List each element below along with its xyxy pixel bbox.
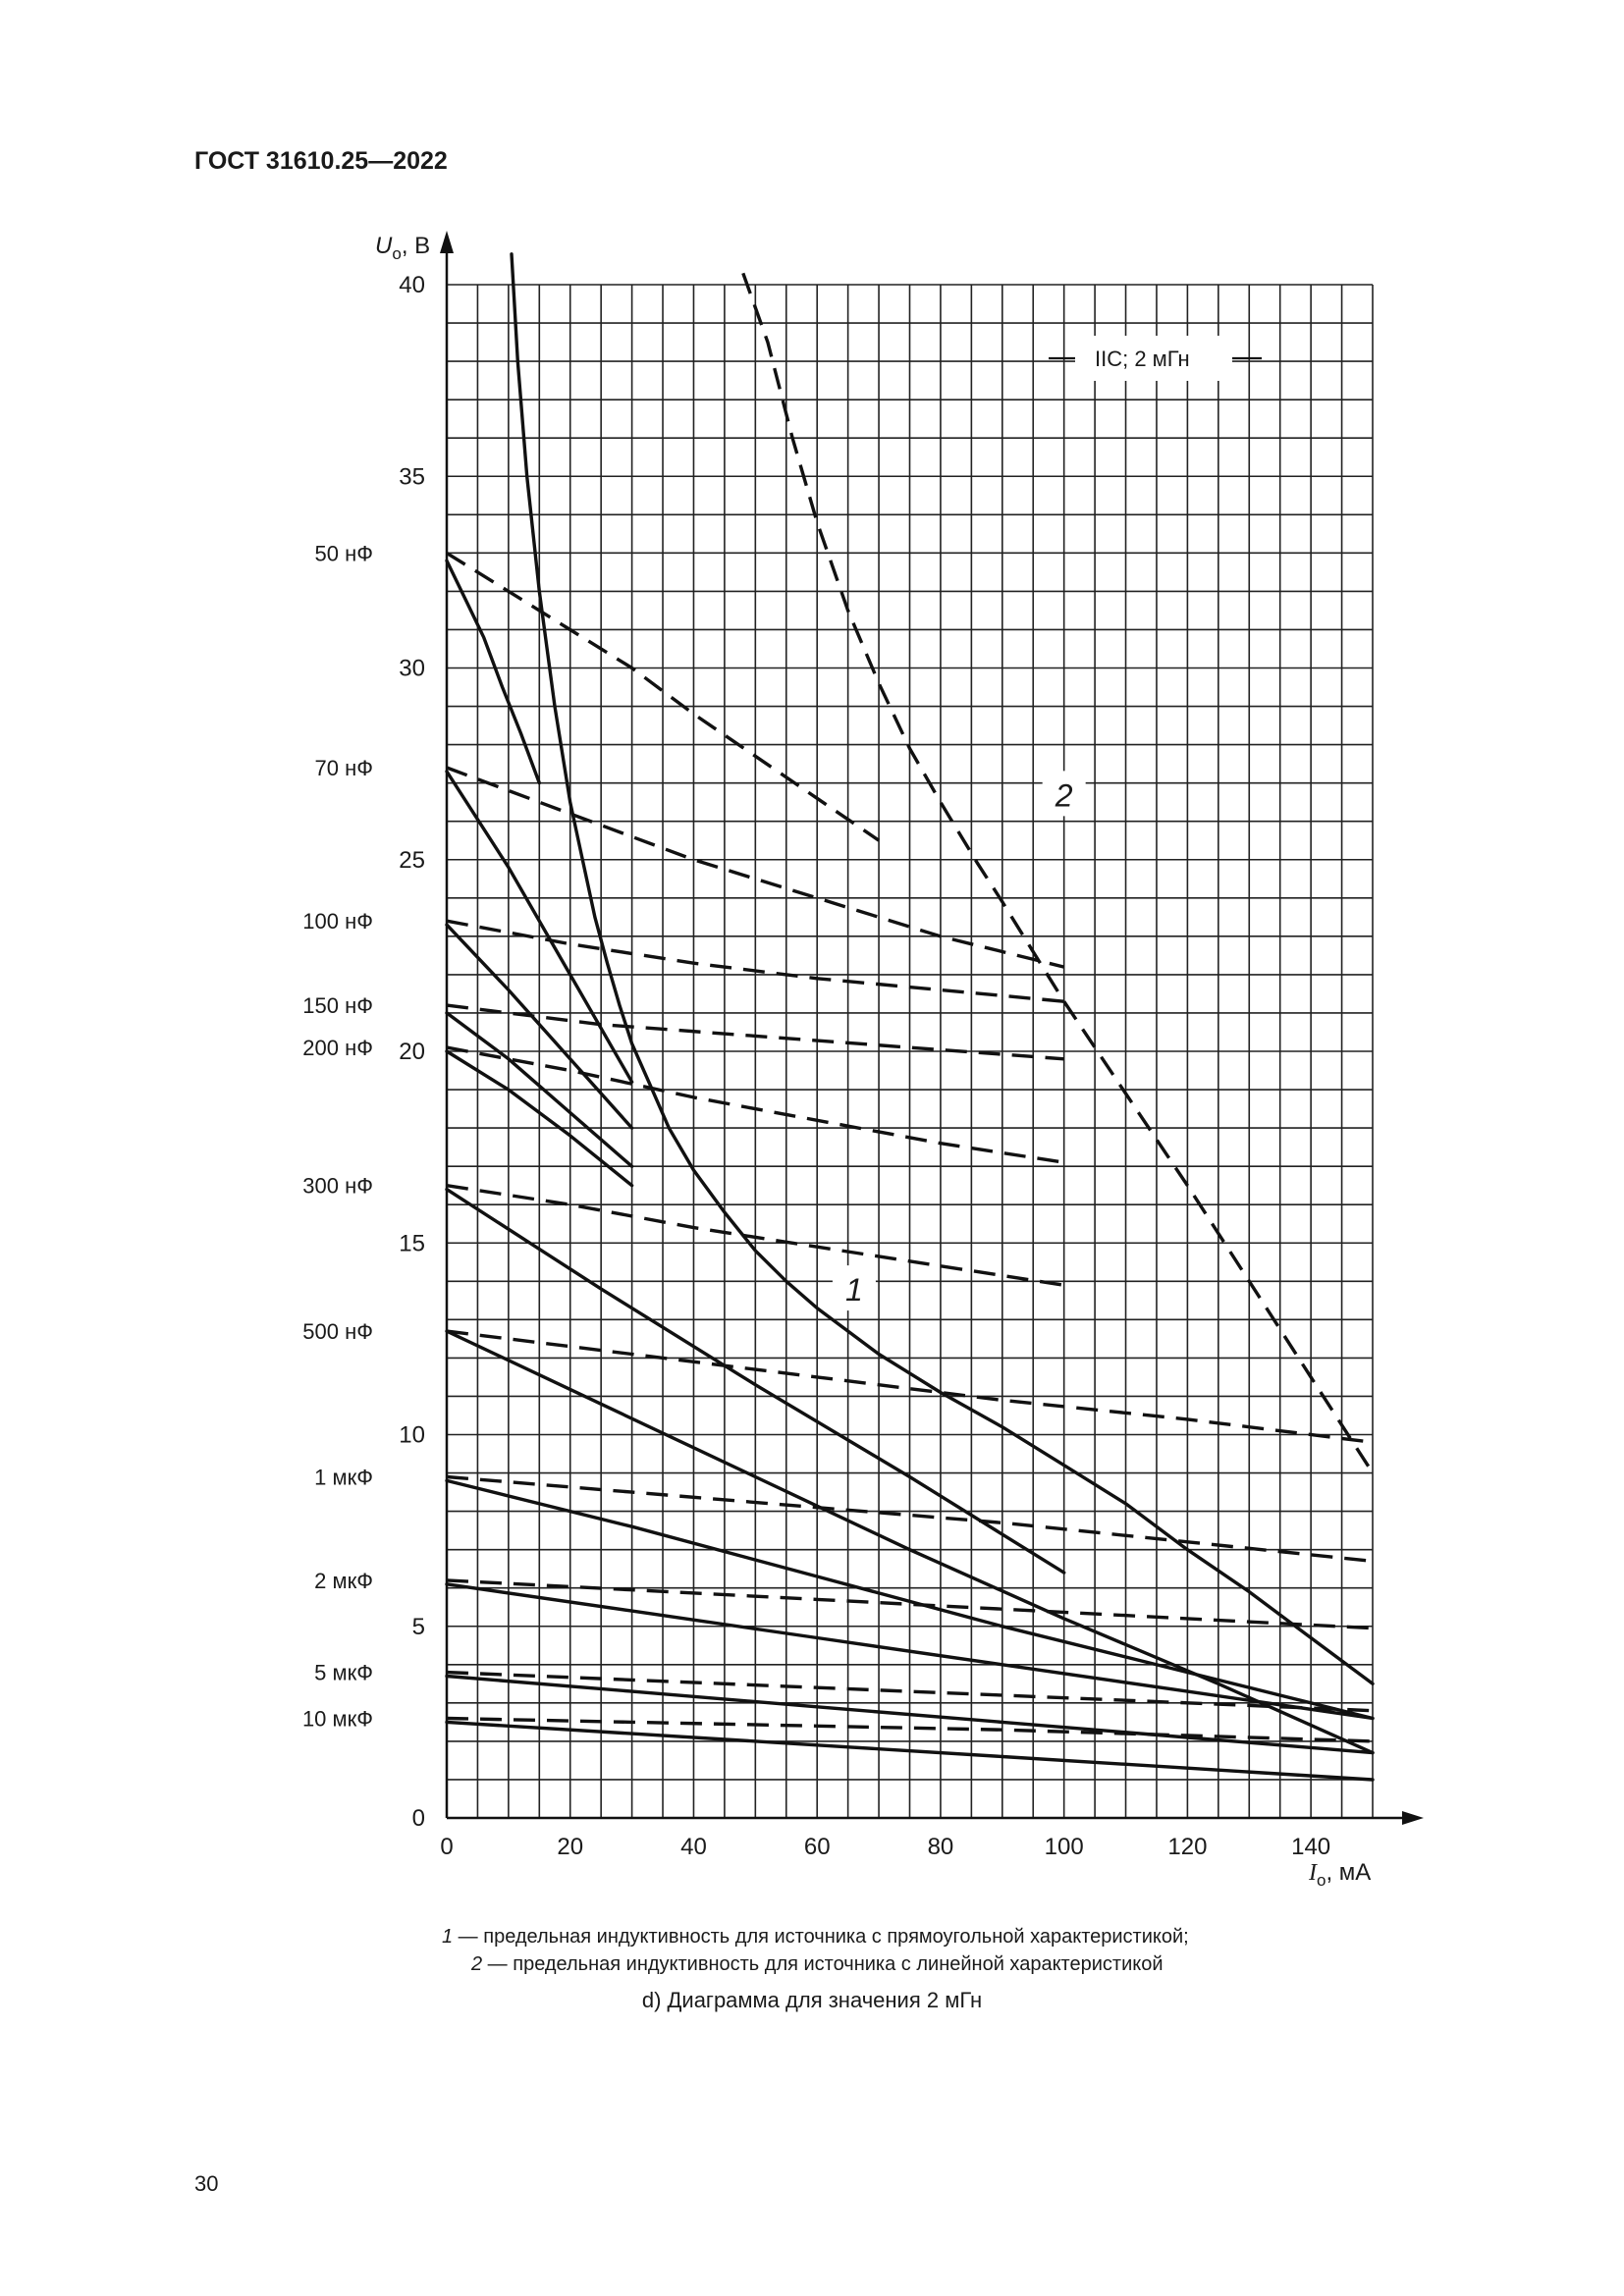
x-axis-arrow <box>1402 1811 1424 1825</box>
y-tick-label: 35 <box>399 463 425 490</box>
capacitance-curve-dashed <box>446 766 1065 969</box>
curve-1 <box>510 252 1375 1686</box>
y-tick-label: 40 <box>399 272 425 298</box>
capacitance-curve-solid <box>445 1329 1375 1755</box>
x-tick-label: 100 <box>1045 1834 1084 1860</box>
capacitance-curve-solid <box>445 923 634 1130</box>
annotation-box: IIC; 2 мГн <box>1049 336 1262 381</box>
x-axis-label: Io, мА <box>1308 1859 1371 1890</box>
axis-labels: Uo, В Io, мА <box>375 233 1371 1890</box>
capacitance-curve-dashed <box>446 1670 1374 1713</box>
y-axis-symbol: U <box>375 233 393 259</box>
legend-key-2: 2 <box>471 1953 483 1975</box>
capacitance-label: 5 мкФ <box>314 1661 373 1685</box>
capacitance-label: 100 нФ <box>302 909 373 934</box>
capacitance-label: 2 мкФ <box>314 1569 373 1593</box>
y-axis-arrow <box>440 231 454 253</box>
capacitance-curve-dashed <box>446 1003 1064 1061</box>
capacitance-curve-dashed <box>446 551 881 842</box>
capacitance-curve-solid <box>445 1478 1375 1721</box>
capacitance-label: 50 нФ <box>315 541 373 565</box>
x-tick-label: 0 <box>440 1834 453 1860</box>
annotation-box-text: IIC; 2 мГн <box>1095 347 1190 371</box>
capacitance-curve-dashed <box>446 1045 1064 1164</box>
capacitance-label: 10 мкФ <box>302 1706 373 1731</box>
capacitance-label: 150 нФ <box>302 993 373 1018</box>
curve-labels: 12 <box>832 771 1086 1311</box>
capacitance-curve-solid <box>445 1187 1066 1575</box>
x-axis-symbol: I <box>1308 1860 1318 1886</box>
y-tick-label: 25 <box>399 847 425 874</box>
capacitance-curve-solid <box>445 1582 1375 1721</box>
page-number: 30 <box>194 2171 219 2196</box>
x-tick-label: 40 <box>680 1834 707 1860</box>
capacitance-curve-dashed <box>446 1716 1374 1743</box>
capacitance-label: 200 нФ <box>302 1036 373 1060</box>
curve-label-backing <box>832 1265 876 1311</box>
legend-item-1: 1 — предельная индуктивность для источни… <box>442 1926 1189 1949</box>
capacitance-label: 1 мкФ <box>314 1465 373 1489</box>
capacitance-curve-dashed <box>446 919 1064 1003</box>
capacitance-curve-solid <box>445 1674 1375 1755</box>
capacitance-label: 300 нФ <box>302 1174 373 1199</box>
y-axis-unit: , В <box>402 233 430 259</box>
document-header: ГОСТ 31610.25—2022 <box>194 147 448 175</box>
capacitance-curve-solid <box>445 1720 1375 1782</box>
capacitance-curve-solid <box>445 559 541 785</box>
y-tick-label: 10 <box>399 1422 425 1449</box>
y-tick-label: 5 <box>412 1614 425 1640</box>
capacitance-curve-dashed <box>446 1578 1374 1630</box>
curve-label-backing <box>1042 771 1086 817</box>
capacitance-curve-solid <box>445 1049 634 1188</box>
capacitance-curve-solid <box>445 770 634 1084</box>
chart-ticks: 0 20 40 60 80 100 120 140 0 5 10 15 20 25 30 35 40 <box>399 272 1330 1860</box>
x-tick-label: 80 <box>928 1834 954 1860</box>
curve-label-1: 1 <box>845 1272 863 1308</box>
chart-axes <box>440 231 1424 1825</box>
capacitance-curve-dashed <box>446 1184 1064 1287</box>
legend-text-2: — предельная индуктивность для источника… <box>482 1953 1164 1975</box>
y-axis-label: Uo, В <box>375 233 430 263</box>
y-tick-label: 15 <box>399 1230 425 1256</box>
curve-2 <box>741 272 1375 1474</box>
x-axis-unit: , мА <box>1326 1859 1371 1886</box>
figure-caption: d) Диаграмма для значения 2 мГн <box>641 1988 983 2012</box>
inductance-chart: 0 20 40 60 80 100 120 140 0 5 10 15 20 25 30 35 40 50 нФ… <box>302 231 1424 1890</box>
legend-text-1: — предельная индуктивность для источника… <box>453 1926 1189 1948</box>
capacitance-curve-dashed <box>446 1474 1374 1564</box>
x-axis-subscript: o <box>1317 1871 1326 1890</box>
x-tick-label: 120 <box>1167 1834 1207 1860</box>
x-tick-label: 60 <box>804 1834 831 1860</box>
legend-item-2: 2 — предельная индуктивность для источни… <box>471 1953 1164 1976</box>
legend-key-1: 1 <box>442 1926 454 1948</box>
capacitance-label: 70 нФ <box>315 756 373 780</box>
y-tick-label: 0 <box>412 1805 425 1832</box>
capacitance-curve-solid <box>445 1011 634 1168</box>
capacitance-labels: 50 нФ 70 нФ 100 нФ 150 нФ 200 нФ 300 нФ 500 нФ… <box>302 541 373 1731</box>
capacitance-curve-dashed <box>446 1329 1374 1444</box>
curve-label-2: 2 <box>1055 777 1073 813</box>
y-axis-subscript: o <box>392 244 401 263</box>
capacitance-label: 500 нФ <box>302 1319 373 1344</box>
x-tick-label: 140 <box>1291 1834 1330 1860</box>
y-tick-label: 30 <box>399 656 425 682</box>
x-tick-label: 20 <box>557 1834 583 1860</box>
y-tick-label: 20 <box>399 1039 425 1065</box>
chart-series <box>445 252 1375 1782</box>
